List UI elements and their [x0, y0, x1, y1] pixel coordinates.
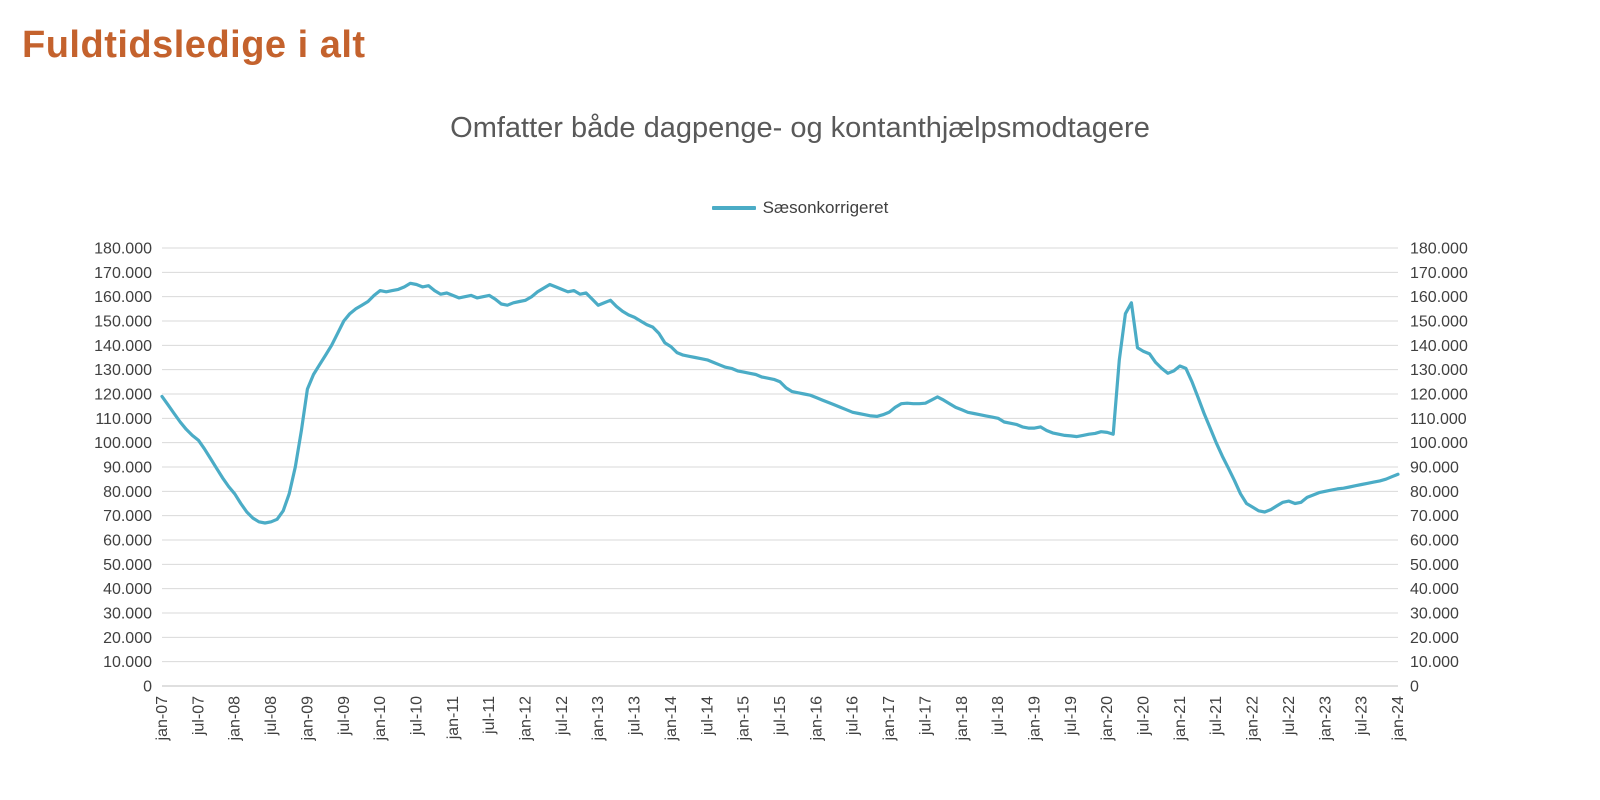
chart-legend: Sæsonkorrigeret	[0, 198, 1600, 218]
x-tick-label: jan-17	[881, 696, 898, 742]
series-line	[160, 281, 1400, 525]
y-tick-label: 110.000	[95, 411, 152, 428]
y-tick-label: 60.000	[1410, 533, 1459, 550]
x-tick-label: jul-10	[408, 696, 425, 736]
y-tick-label: 50.000	[103, 557, 152, 574]
x-tick-label: jul-14	[699, 696, 716, 736]
y-tick-label: 70.000	[1410, 508, 1459, 525]
x-tick-label: jul-15	[772, 696, 789, 736]
x-tick-label: jul-23	[1354, 696, 1371, 736]
x-tick-label: jan-07	[154, 696, 171, 742]
y-tick-label: 140.000	[94, 338, 152, 355]
y-tick-label: 160.000	[1410, 289, 1468, 306]
x-tick-label: jul-07	[190, 696, 207, 736]
x-tick-label: jan-10	[372, 696, 389, 742]
x-tick-label: jul-16	[845, 696, 862, 736]
y-tick-label: 100.000	[94, 435, 152, 452]
page-title: Fuldtidsledige i alt	[22, 24, 366, 66]
y-tick-label: 110.000	[1410, 411, 1467, 428]
chart-title: Omfatter både dagpenge- og kontanthjælps…	[450, 112, 1150, 144]
x-tick-label: jan-14	[663, 696, 680, 742]
x-tick-label: jul-12	[554, 696, 571, 736]
y-tick-label: 130.000	[94, 362, 152, 379]
x-tick-label: jan-24	[1390, 696, 1407, 742]
gridlines	[162, 247, 1398, 687]
y-tick-label: 10.000	[103, 654, 152, 671]
x-tick-label: jan-20	[1099, 696, 1116, 742]
y-tick-label: 40.000	[103, 581, 152, 598]
y-tick-label: 180.000	[94, 241, 152, 258]
y-tick-label: 10.000	[1410, 654, 1459, 671]
x-tick-label: jul-09	[336, 696, 353, 736]
y-tick-label: 140.000	[1410, 338, 1468, 355]
y-tick-label: 150.000	[94, 314, 152, 331]
y-tick-label: 170.000	[94, 265, 152, 282]
y-tick-label: 70.000	[103, 508, 152, 525]
x-tick-label: jul-19	[1063, 696, 1080, 736]
y-tick-label: 90.000	[1410, 460, 1459, 477]
y-tick-label: 90.000	[103, 460, 152, 477]
x-tick-label: jul-18	[990, 696, 1007, 736]
y-tick-label: 170.000	[1410, 265, 1468, 282]
x-tick-label: jan-16	[808, 696, 825, 742]
y-tick-label: 60.000	[103, 533, 152, 550]
y-tick-label: 160.000	[94, 289, 152, 306]
x-tick-label: jan-15	[736, 696, 753, 742]
x-tick-label: jan-13	[590, 696, 607, 742]
x-tick-label: jul-22	[1281, 696, 1298, 736]
x-tick-label: jan-18	[954, 696, 971, 742]
x-tick-label: jul-08	[263, 696, 280, 736]
y-tick-label: 30.000	[103, 606, 152, 623]
y-tick-label: 80.000	[1410, 484, 1459, 501]
y-axis-labels-right: 0 10.000 20.000 30.000 40.000 50.000 60.000 70.…	[1410, 241, 1468, 696]
x-axis-labels: jan-07 jul-07 jan-08 jul-08 jan-09 jul-09 jan-…	[154, 696, 1407, 742]
x-tick-label: jan-08	[227, 696, 244, 742]
x-tick-label: jan-12	[518, 696, 535, 742]
x-tick-label: jul-20	[1136, 696, 1153, 736]
x-tick-label: jan-09	[299, 696, 316, 742]
y-tick-label: 20.000	[1410, 630, 1459, 647]
y-tick-label: 20.000	[103, 630, 152, 647]
y-tick-label: 100.000	[1410, 435, 1468, 452]
x-tick-label: jan-21	[1172, 696, 1189, 742]
y-tick-label: 40.000	[1410, 581, 1459, 598]
x-tick-label: jul-21	[1208, 696, 1225, 736]
y-tick-label: 50.000	[1410, 557, 1459, 574]
y-tick-label: 120.000	[1410, 387, 1468, 404]
x-tick-label: jul-11	[481, 696, 498, 735]
x-tick-label: jan-19	[1026, 696, 1043, 742]
x-tick-label: jul-17	[917, 696, 934, 736]
y-tick-label: 150.000	[1410, 314, 1468, 331]
y-tick-label: 180.000	[1410, 241, 1468, 258]
y-tick-label: 30.000	[1410, 606, 1459, 623]
x-tick-label: jan-11	[445, 696, 462, 740]
x-tick-label: jul-13	[627, 696, 644, 736]
y-tick-label: 120.000	[94, 387, 152, 404]
chart-svg: 0 10.000 20.000 30.000 40.000 50.000 60.000 70.…	[94, 241, 1468, 742]
legend-label: Sæsonkorrigeret	[762, 198, 889, 217]
x-tick-label: jan-22	[1245, 696, 1262, 742]
y-tick-label: 0	[1410, 679, 1419, 696]
y-tick-label: 0	[143, 679, 152, 696]
x-tick-label: jan-23	[1317, 696, 1334, 742]
y-tick-label: 130.000	[1410, 362, 1468, 379]
y-axis-labels-left: 0 10.000 20.000 30.000 40.000 50.000 60.000 70.…	[94, 241, 152, 696]
legend-line-swatch	[711, 206, 756, 210]
y-tick-label: 80.000	[103, 484, 152, 501]
